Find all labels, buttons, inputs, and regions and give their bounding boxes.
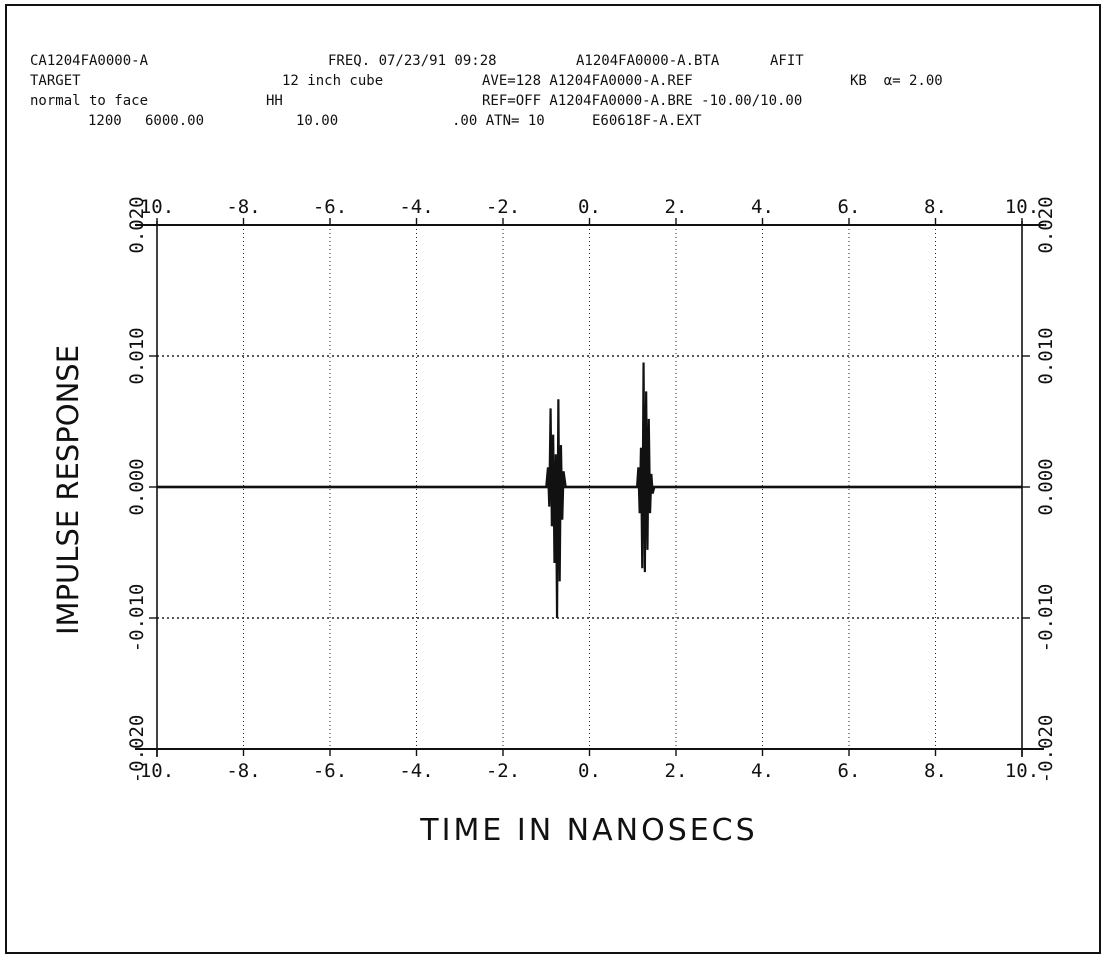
x-tick-label: 0.	[578, 196, 601, 218]
x-tick-label: -4.	[399, 196, 433, 218]
x-tick-label: 10.	[140, 760, 174, 782]
header-text: CA1204FA0000-A	[30, 53, 149, 69]
header-text: normal to face	[30, 93, 149, 109]
series-line	[157, 362, 1022, 619]
y-tick-label: 0.000	[126, 458, 148, 515]
header-text: TARGET	[30, 73, 81, 89]
x-tick-label: 4.	[751, 760, 774, 782]
header-text: REF=OFF A1204FA0000-A.BRE -10.00/10.00	[482, 93, 803, 109]
x-tick-label: 6.	[838, 760, 861, 782]
header-text: 6000.00	[145, 113, 205, 129]
x-axis-label: TIME IN NANOSECS	[419, 813, 757, 848]
x-tick-label: 10.	[140, 196, 174, 218]
y-axis-label: IMPULSE RESPONSE	[51, 345, 85, 635]
tick-labels: 10. 10. -8. -8. -6. -6. -4. -4. -2. -2. 0. 0. 2. 2. 4.…	[126, 196, 1057, 783]
x-tick-label: 6.	[838, 196, 861, 218]
y-tick-label: 0.020	[126, 196, 148, 253]
header-text: HH	[266, 93, 283, 109]
plot-frame	[5, 4, 1101, 954]
header-text: 10.00	[296, 113, 339, 129]
x-tick-label: 0.	[578, 760, 601, 782]
x-tick-label: 10.	[1005, 196, 1039, 218]
header-text: E60618F-A.EXT	[592, 113, 702, 129]
header-text: 1200	[88, 113, 122, 129]
x-tick-label: 2.	[665, 760, 688, 782]
x-tick-label: 8.	[924, 760, 947, 782]
header-text: .00 ATN= 10	[452, 113, 545, 129]
series	[157, 362, 1022, 619]
x-tick-label: 8.	[924, 196, 947, 218]
x-tick-label: -6.	[313, 760, 347, 782]
y-tick-label: 0.020	[1035, 196, 1057, 253]
y-tick-label: -0.010	[1035, 584, 1057, 653]
y-tick-label: -0.020	[126, 715, 148, 784]
header-text: AVE=128 A1204FA0000-A.REF	[482, 73, 693, 89]
y-tick-label: 0.010	[126, 327, 148, 384]
y-tick-label: 0.000	[1035, 458, 1057, 515]
header-text: KB α= 2.00	[850, 73, 943, 89]
x-tick-label: -4.	[399, 760, 433, 782]
header-text: 12 inch cube	[282, 73, 384, 89]
header-text: AFIT	[770, 53, 804, 69]
x-tick-label: -8.	[226, 196, 260, 218]
header-text: FREQ. 07/23/91 09:28	[328, 53, 497, 69]
x-tick-label: -2.	[486, 760, 520, 782]
x-tick-label: 4.	[751, 196, 774, 218]
grid	[157, 225, 1022, 749]
x-tick-label: -8.	[226, 760, 260, 782]
y-tick-label: -0.020	[1035, 715, 1057, 784]
x-tick-label: 2.	[665, 196, 688, 218]
y-tick-label: -0.010	[126, 584, 148, 653]
x-tick-label: -6.	[313, 196, 347, 218]
x-tick-label: 10.	[1005, 760, 1039, 782]
y-tick-label: 0.010	[1035, 327, 1057, 384]
x-tick-label: -2.	[486, 196, 520, 218]
header-text: A1204FA0000-A.BTA	[576, 53, 720, 69]
